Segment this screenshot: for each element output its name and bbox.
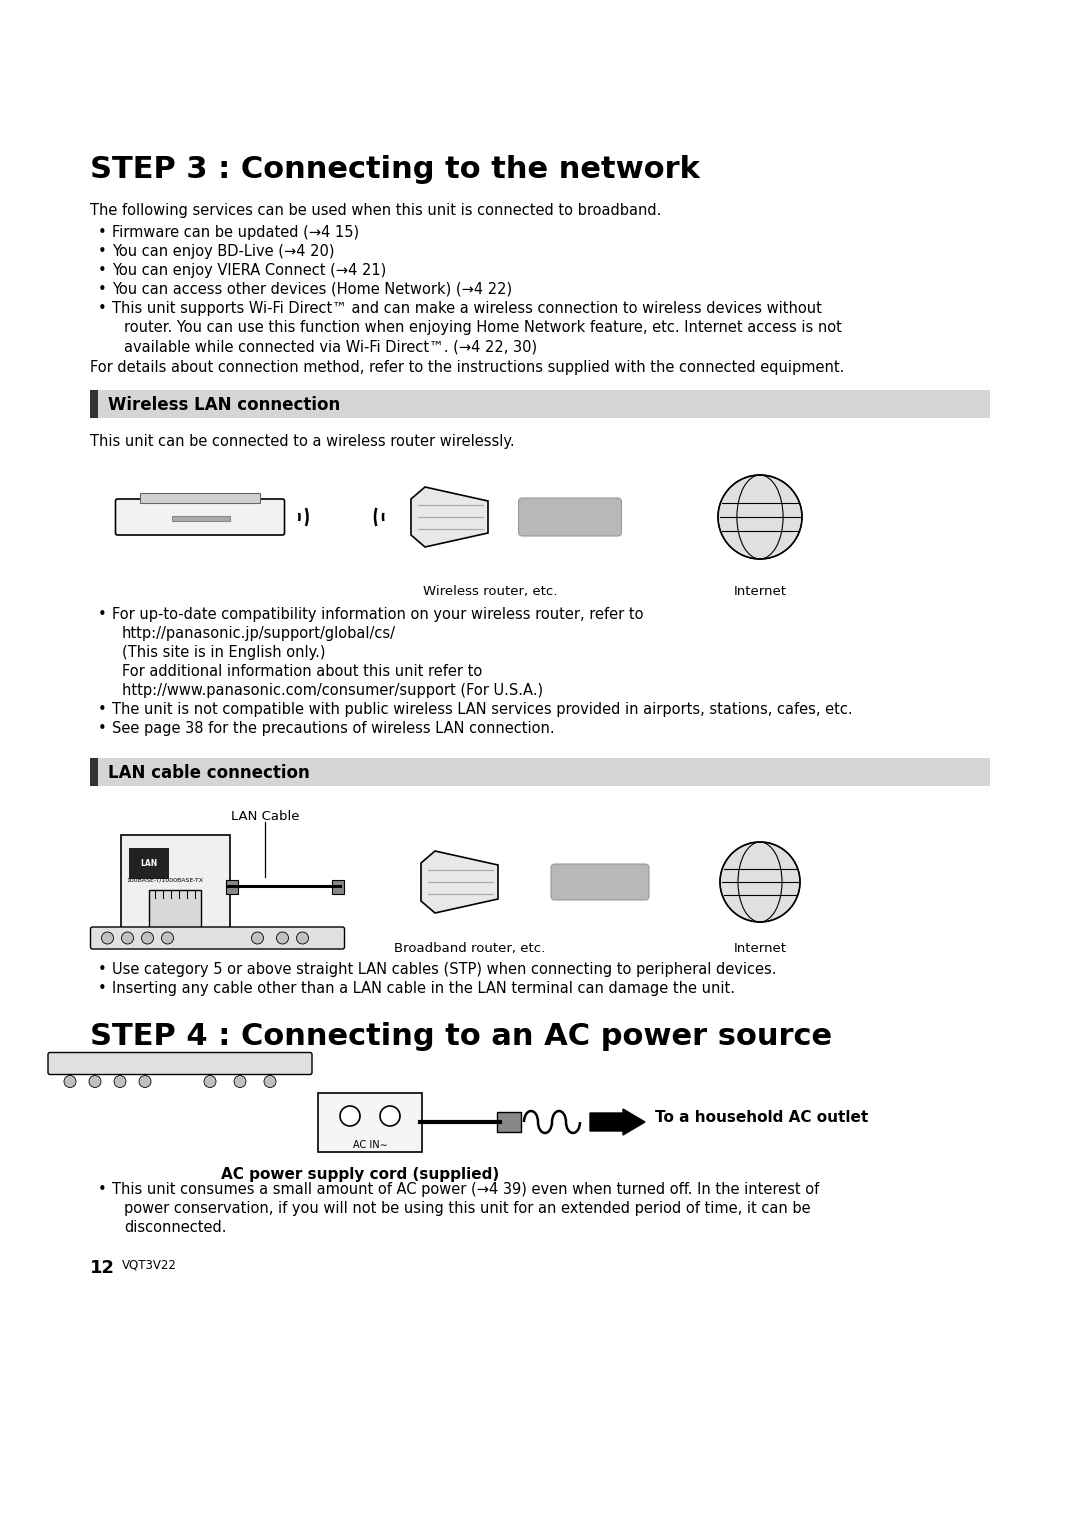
Text: Internet: Internet <box>733 942 786 955</box>
Text: Broadband router, etc.: Broadband router, etc. <box>394 942 545 955</box>
Text: •: • <box>98 224 107 240</box>
Bar <box>90 391 990 418</box>
Text: See page 38 for the precautions of wireless LAN connection.: See page 38 for the precautions of wirel… <box>112 720 555 736</box>
Bar <box>90 758 990 786</box>
Bar <box>140 493 260 504</box>
Text: •: • <box>98 702 107 717</box>
Text: 100BASE-T/1000BASE-TX: 100BASE-T/1000BASE-TX <box>126 877 203 882</box>
Circle shape <box>139 1076 151 1088</box>
Text: For up-to-date compatibility information on your wireless router, refer to: For up-to-date compatibility information… <box>112 607 644 623</box>
Text: LAN Cable: LAN Cable <box>231 810 299 823</box>
FancyBboxPatch shape <box>91 926 345 949</box>
Text: •: • <box>98 961 107 977</box>
FancyBboxPatch shape <box>116 499 284 536</box>
Text: http://www.panasonic.com/consumer/support (For U.S.A.): http://www.panasonic.com/consumer/suppor… <box>122 684 543 697</box>
Text: power conservation, if you will not be using this unit for an extended period of: power conservation, if you will not be u… <box>124 1201 811 1216</box>
Text: http://panasonic.jp/support/global/cs/: http://panasonic.jp/support/global/cs/ <box>122 626 396 641</box>
Circle shape <box>718 475 802 559</box>
Circle shape <box>252 932 264 945</box>
Circle shape <box>102 932 113 945</box>
Text: Inserting any cable other than a LAN cable in the LAN terminal can damage the un: Inserting any cable other than a LAN cab… <box>112 981 735 996</box>
Text: (This site is in English only.): (This site is in English only.) <box>122 645 325 661</box>
Text: Wireless router, etc.: Wireless router, etc. <box>422 584 557 598</box>
Text: LAN: LAN <box>140 859 158 868</box>
FancyArrow shape <box>590 1109 645 1135</box>
Circle shape <box>89 1076 102 1088</box>
Text: You can enjoy BD-Live (→4 20): You can enjoy BD-Live (→4 20) <box>112 244 335 259</box>
FancyBboxPatch shape <box>551 864 649 900</box>
Polygon shape <box>411 487 488 546</box>
Text: To a household AC outlet: To a household AC outlet <box>654 1111 868 1126</box>
Bar <box>90 758 98 786</box>
Text: STEP 3 : Connecting to the network: STEP 3 : Connecting to the network <box>90 156 700 185</box>
Text: Internet: Internet <box>733 584 786 598</box>
Bar <box>226 881 238 894</box>
Text: 12: 12 <box>90 1259 114 1277</box>
Text: For additional information about this unit refer to: For additional information about this un… <box>122 664 483 679</box>
Bar <box>332 881 345 894</box>
Bar <box>172 516 230 520</box>
Circle shape <box>64 1076 76 1088</box>
Text: •: • <box>98 262 107 278</box>
Text: You can access other devices (Home Network) (→4 22): You can access other devices (Home Netwo… <box>112 282 512 298</box>
FancyBboxPatch shape <box>48 1053 312 1074</box>
Text: For details about connection method, refer to the instructions supplied with the: For details about connection method, ref… <box>90 360 845 375</box>
Text: You can enjoy VIERA Connect (→4 21): You can enjoy VIERA Connect (→4 21) <box>112 262 387 278</box>
Circle shape <box>340 1106 360 1126</box>
Circle shape <box>297 932 309 945</box>
Circle shape <box>380 1106 400 1126</box>
Text: Use category 5 or above straight LAN cables (STP) when connecting to peripheral : Use category 5 or above straight LAN cab… <box>112 961 777 977</box>
Circle shape <box>234 1076 246 1088</box>
FancyBboxPatch shape <box>497 1112 521 1132</box>
Text: This unit can be connected to a wireless router wirelessly.: This unit can be connected to a wireless… <box>90 433 515 449</box>
Text: •: • <box>98 981 107 996</box>
Circle shape <box>276 932 288 945</box>
Text: •: • <box>98 1183 107 1196</box>
Text: The unit is not compatible with public wireless LAN services provided in airport: The unit is not compatible with public w… <box>112 702 852 717</box>
Polygon shape <box>421 852 498 913</box>
Text: •: • <box>98 720 107 736</box>
Circle shape <box>114 1076 126 1088</box>
FancyBboxPatch shape <box>121 835 229 929</box>
Text: This unit consumes a small amount of AC power (→4 39) even when turned off. In t: This unit consumes a small amount of AC … <box>112 1183 820 1196</box>
Text: The following services can be used when this unit is connected to broadband.: The following services can be used when … <box>90 203 661 218</box>
Text: AC IN∼: AC IN∼ <box>353 1140 388 1149</box>
Text: router. You can use this function when enjoying Home Network feature, etc. Inter: router. You can use this function when e… <box>124 320 842 336</box>
Text: STEP 4 : Connecting to an AC power source: STEP 4 : Connecting to an AC power sourc… <box>90 1022 832 1051</box>
Circle shape <box>204 1076 216 1088</box>
Text: LAN cable connection: LAN cable connection <box>108 765 310 781</box>
Circle shape <box>720 842 800 922</box>
Text: •: • <box>98 301 107 316</box>
Text: •: • <box>98 282 107 298</box>
Circle shape <box>141 932 153 945</box>
Text: VQT3V22: VQT3V22 <box>122 1259 177 1273</box>
Text: AC power supply cord (supplied): AC power supply cord (supplied) <box>221 1167 499 1183</box>
FancyBboxPatch shape <box>318 1093 422 1152</box>
Text: •: • <box>98 244 107 259</box>
Text: This unit supports Wi-Fi Direct™ and can make a wireless connection to wireless : This unit supports Wi-Fi Direct™ and can… <box>112 301 822 316</box>
Circle shape <box>121 932 134 945</box>
Bar <box>149 890 201 928</box>
Text: available while connected via Wi-Fi Direct™. (→4 22, 30): available while connected via Wi-Fi Dire… <box>124 339 537 354</box>
FancyBboxPatch shape <box>518 497 621 536</box>
Circle shape <box>162 932 174 945</box>
Circle shape <box>264 1076 276 1088</box>
Text: •: • <box>98 607 107 623</box>
Text: Firmware can be updated (→4 15): Firmware can be updated (→4 15) <box>112 224 360 240</box>
Text: disconnected.: disconnected. <box>124 1219 227 1235</box>
Text: Wireless LAN connection: Wireless LAN connection <box>108 397 340 414</box>
Bar <box>90 391 98 418</box>
